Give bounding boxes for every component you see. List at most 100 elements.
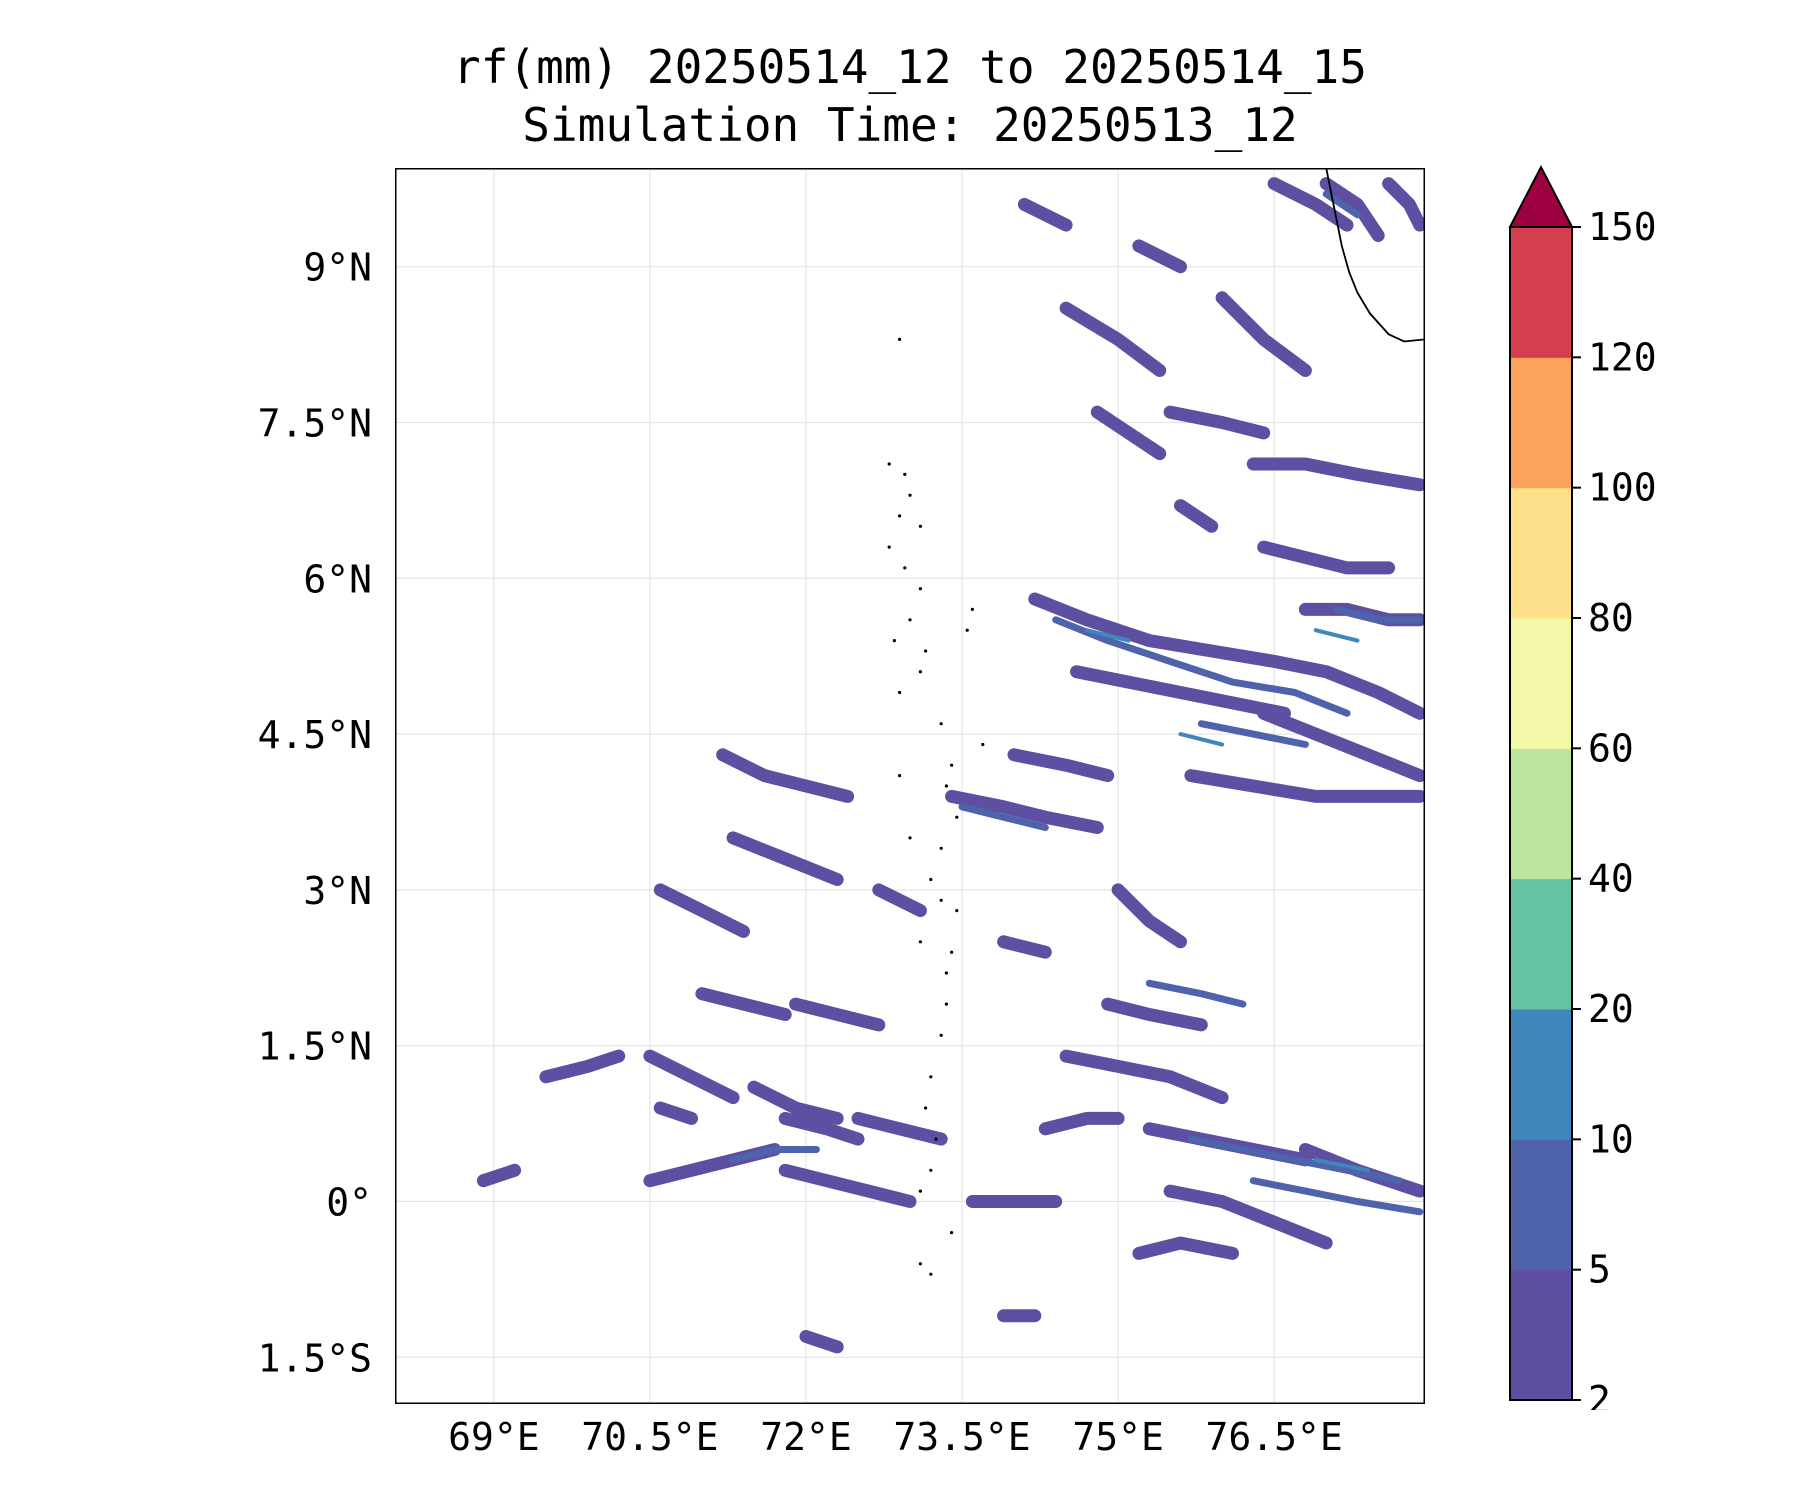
atoll-island	[955, 909, 959, 913]
colorbar-tick-label: 100	[1588, 466, 1657, 510]
colorbar-segment	[1510, 487, 1572, 619]
atoll-island	[924, 1106, 928, 1110]
atoll-island	[950, 763, 954, 767]
atoll-island	[903, 472, 907, 476]
map-frame	[395, 168, 1425, 1404]
rain-band-5-10	[1187, 1135, 1403, 1185]
atoll-island	[970, 607, 975, 611]
rain-band-2-5	[1163, 1184, 1333, 1250]
coastline-layer	[887, 168, 1425, 1276]
atoll-island	[929, 1075, 933, 1079]
atoll-island	[939, 846, 943, 850]
atoll-island	[950, 1231, 954, 1235]
rain-band-2-5	[1059, 1049, 1229, 1105]
lat-tick-label: 3°N	[303, 869, 372, 913]
atoll-island	[929, 877, 933, 882]
rain-band-2-5	[945, 789, 1104, 834]
atoll-island	[918, 1189, 923, 1193]
colorbar-tick-label: 40	[1588, 857, 1634, 901]
rainfall-map	[395, 168, 1425, 1404]
rain-band-10-20	[1084, 628, 1131, 643]
rain-band-2-5	[726, 831, 844, 886]
rain-band-2-5	[476, 1163, 522, 1188]
atoll-island	[918, 670, 923, 674]
lat-tick-label: 1.5°S	[258, 1336, 372, 1380]
colorbar-frame	[1509, 226, 1573, 1401]
rain-band-2-5	[799, 1330, 844, 1354]
lat-tick-label: 9°N	[303, 246, 372, 290]
rain-band-2-5	[1246, 457, 1425, 492]
rain-band-5-10	[1052, 616, 1351, 717]
colorbar-segment	[1510, 227, 1572, 358]
rain-band-2-5	[778, 1163, 917, 1208]
lat-tick-label: 4.5°N	[258, 713, 372, 757]
rain-band-2-5	[1132, 239, 1187, 274]
rain-band-2-5	[1028, 592, 1425, 720]
lat-tick-label: 0°	[326, 1180, 372, 1224]
atoll-island	[929, 1272, 933, 1276]
rain-band-2-5	[1017, 197, 1073, 232]
rain-band-2-5	[1382, 177, 1425, 232]
colorbar-segment	[1510, 748, 1572, 880]
rain-band-2-5	[747, 1080, 844, 1125]
rain-band-2-5	[1174, 499, 1219, 533]
atoll-island	[887, 545, 891, 549]
rain-band-2-5	[1007, 748, 1115, 783]
colorbar-tick-label: 120	[1588, 335, 1657, 379]
lon-tick-label: 69°E	[448, 1415, 540, 1459]
rain-band-2-5	[653, 883, 750, 938]
rain-band-10-20	[1178, 732, 1225, 747]
rain-band-2-5	[1319, 177, 1385, 242]
colorbar-segment	[1510, 1009, 1572, 1140]
atoll-island	[918, 1262, 923, 1266]
atoll-island	[887, 462, 891, 466]
atoll-island	[908, 493, 912, 497]
atoll-island	[908, 836, 912, 840]
rain-band-2-5	[1038, 1111, 1125, 1136]
map-title: rf(mm) 20250514_12 to 20250514_15	[453, 40, 1367, 94]
rain-band-5-10	[1333, 605, 1424, 624]
rain-band-10-20	[1313, 1157, 1370, 1173]
lon-tick-label: 75°E	[1072, 1415, 1164, 1459]
atoll-island	[950, 950, 954, 954]
latitude-labels: 9°N 7.5°N 6°N 4.5°N 3°N 1.5°N 0° 1.5°S	[258, 246, 372, 1381]
atoll-island	[939, 722, 943, 726]
lon-tick-label: 72°E	[760, 1415, 852, 1459]
rain-band-5-10	[1145, 979, 1247, 1008]
lat-tick-label: 7.5°N	[258, 401, 372, 445]
atoll-island	[944, 971, 949, 975]
rain-band-10-20	[1313, 628, 1360, 643]
atoll-island	[918, 524, 923, 528]
rain-band-2-5	[716, 748, 855, 803]
colorbar-tick-label: 10	[1588, 1117, 1634, 1161]
rain-band-2-5	[539, 1049, 626, 1084]
atoll-island	[918, 940, 923, 944]
map-subtitle: Simulation Time: 20250513_12	[522, 98, 1298, 152]
rain-band-2-5	[1070, 665, 1291, 720]
colorbar-tick-label: 5	[1588, 1248, 1611, 1292]
rain-band-2-5	[1257, 706, 1425, 783]
colorbar-segment	[1510, 1139, 1572, 1271]
colorbar-tick-label: 20	[1588, 987, 1634, 1031]
lon-tick-label: 76.5°E	[1206, 1415, 1343, 1459]
rain-band-5-10	[729, 1146, 820, 1164]
atoll-island	[939, 1033, 943, 1037]
rain-band-2-5	[1163, 405, 1271, 440]
lon-tick-label: 70.5°E	[581, 1415, 718, 1459]
rainfall-contours	[476, 177, 1425, 1354]
colorbar-tick-label: 2	[1588, 1378, 1611, 1410]
rain-band-2-5	[789, 997, 886, 1032]
rain-band-2-5	[1101, 997, 1208, 1032]
rain-band-2-5	[997, 935, 1052, 959]
atoll-island	[898, 337, 902, 341]
atoll-island	[918, 587, 923, 591]
atoll-island	[908, 618, 912, 622]
atoll-island	[924, 649, 928, 653]
lat-tick-label: 6°N	[303, 557, 372, 601]
atoll-island	[934, 1137, 938, 1141]
rain-band-5-10	[1197, 720, 1309, 748]
colorbar-tick-label: 80	[1588, 596, 1634, 640]
atoll-island	[955, 815, 959, 819]
colorbar-tick-label: 60	[1588, 726, 1634, 770]
atoll-island	[939, 898, 943, 902]
